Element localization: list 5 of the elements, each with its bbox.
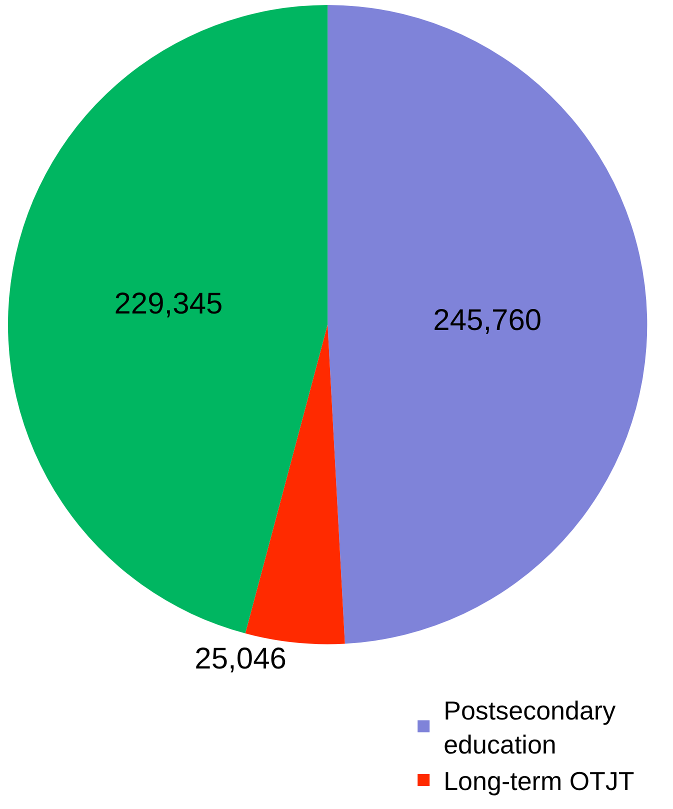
- data-label: 25,046: [194, 642, 286, 676]
- legend-label: Long-term OTJT: [444, 766, 634, 796]
- legend-label: Postsecondary education: [444, 696, 616, 760]
- data-label: 229,345: [114, 287, 223, 320]
- data-label: 245,760: [433, 304, 542, 337]
